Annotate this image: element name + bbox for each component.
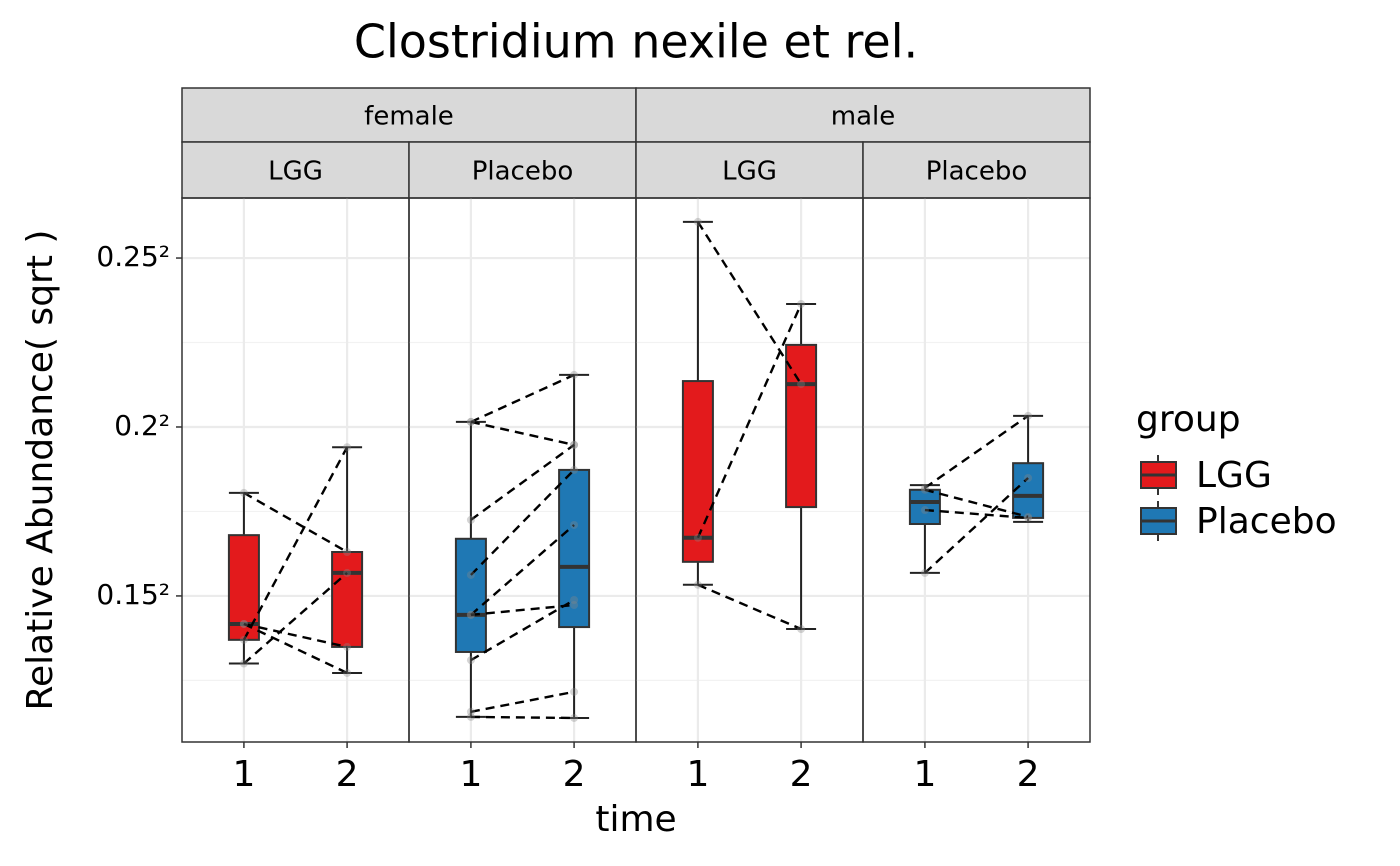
pair-line: [924, 414, 1029, 489]
facet-strip: [181, 87, 637, 143]
x-tick-label: 1: [459, 754, 482, 795]
panel-label: Placebo: [926, 157, 1028, 187]
point: [693, 580, 702, 589]
pair-line: [697, 583, 802, 631]
y-axis-title: Relative Abundance( sqrt ): [20, 230, 61, 711]
panel-border: [862, 197, 1091, 743]
panel-strip: [635, 141, 864, 199]
pair-line: [924, 488, 1029, 519]
point: [693, 217, 702, 226]
panel-label: Placebo: [472, 157, 574, 187]
point: [466, 515, 475, 524]
point: [466, 712, 475, 721]
legend-label: LGG: [1196, 455, 1272, 496]
pair-line: [470, 603, 575, 617]
pair-line: [470, 469, 575, 576]
pair-line: [924, 477, 1029, 574]
facet-label: male: [831, 102, 895, 132]
point: [239, 659, 248, 668]
point: [797, 624, 806, 633]
x-tick-label: 2: [790, 754, 813, 795]
x-tick-label: 2: [336, 754, 359, 795]
pair-line: [243, 622, 348, 675]
panel-border: [408, 197, 637, 743]
pair-line: [470, 524, 575, 616]
y-tick-label: 0.2²: [114, 409, 170, 442]
panel-label: LGG: [268, 157, 323, 187]
legend-title: group: [1136, 399, 1241, 440]
pair-line: [696, 221, 803, 385]
pair-line: [243, 572, 348, 665]
point: [343, 547, 352, 556]
point: [239, 619, 248, 628]
point: [1024, 513, 1033, 522]
x-tick-label: 2: [563, 754, 586, 795]
point: [343, 568, 352, 577]
x-tick-label: 1: [232, 754, 255, 795]
box: [785, 343, 818, 509]
pair-line: [696, 303, 803, 539]
point: [1024, 473, 1033, 482]
panel-strip: [408, 141, 637, 199]
x-tick-label: 1: [686, 754, 709, 795]
point: [570, 601, 579, 610]
pair-line: [470, 715, 575, 720]
panel-label: LGG: [722, 157, 777, 187]
x-tick-label: 2: [1017, 754, 1040, 795]
point: [570, 440, 579, 449]
point: [570, 465, 579, 474]
point: [466, 610, 475, 619]
point: [1024, 512, 1033, 521]
point: [570, 596, 579, 605]
point: [693, 533, 702, 542]
chart-title: Clostridium nexile et rel.: [354, 15, 918, 69]
box: [331, 550, 364, 648]
pair-line: [243, 622, 348, 649]
pair-line: [470, 598, 575, 662]
panel-border: [181, 197, 410, 743]
point: [466, 570, 475, 579]
point: [466, 707, 475, 716]
y-tick-label: 0.15²: [96, 578, 170, 611]
point: [920, 568, 929, 577]
x-tick-label: 1: [913, 754, 936, 795]
point: [570, 520, 579, 529]
point: [920, 506, 929, 515]
pair-line: [470, 690, 575, 713]
facet-label: female: [364, 102, 454, 132]
legend-label: Placebo: [1196, 501, 1337, 542]
pair-line: [242, 446, 349, 641]
pair-line: [470, 443, 575, 521]
point: [466, 656, 475, 665]
point: [920, 485, 929, 494]
point: [239, 488, 248, 497]
point: [239, 635, 248, 644]
point: [570, 713, 579, 722]
point: [343, 443, 352, 452]
y-tick-label: 0.25²: [96, 240, 170, 273]
facet-strip: [635, 87, 1091, 143]
panel-strip: [862, 141, 1091, 199]
pair-line: [470, 373, 575, 424]
point: [1024, 411, 1033, 420]
box: [558, 468, 591, 629]
box: [681, 380, 714, 563]
box: [1012, 462, 1045, 519]
x-axis-title: time: [595, 799, 676, 840]
pair-line: [243, 491, 348, 554]
point: [570, 687, 579, 696]
pair-line: [470, 420, 575, 447]
box: [454, 537, 487, 653]
panel-strip: [181, 141, 410, 199]
point: [466, 417, 475, 426]
point: [797, 380, 806, 389]
point: [343, 668, 352, 677]
point: [343, 642, 352, 651]
pair-line: [924, 508, 1029, 520]
point: [797, 299, 806, 308]
panel-border: [635, 197, 864, 743]
point: [570, 370, 579, 379]
